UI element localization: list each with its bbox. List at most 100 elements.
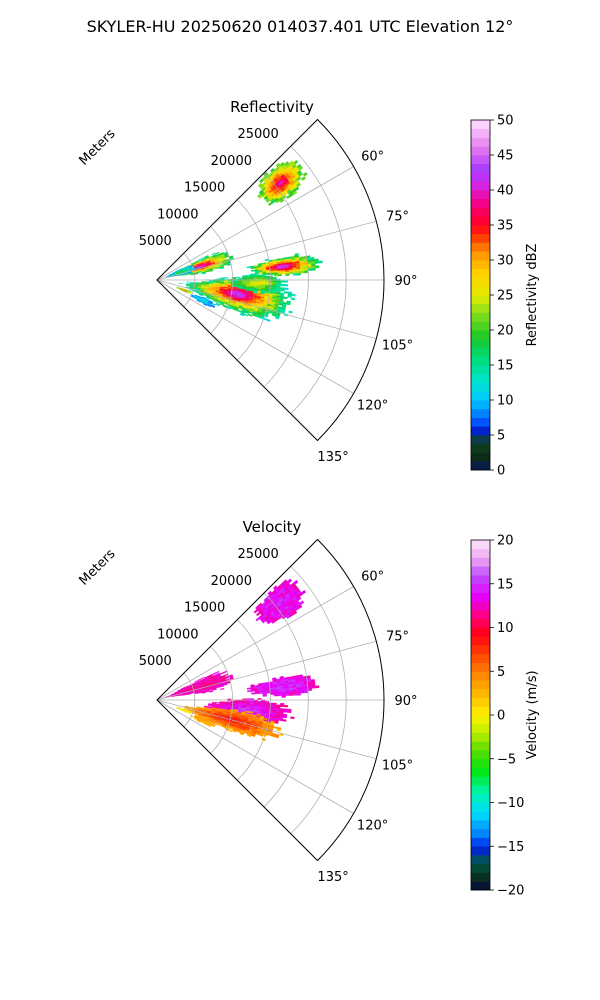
colorbar-bin xyxy=(471,723,490,733)
azimuth-line xyxy=(156,279,354,394)
colorbar-bin xyxy=(471,636,490,646)
colorbar-bin xyxy=(471,540,490,550)
colorbar-bin xyxy=(471,286,490,296)
colorbar-bin xyxy=(471,548,490,558)
colorbar-tick-label: 5 xyxy=(497,665,505,680)
colorbar-bin xyxy=(471,295,490,305)
colorbar-bin xyxy=(471,645,490,655)
range-tick-label: 10000 xyxy=(157,628,198,643)
angle-tick-label: 75° xyxy=(386,630,409,645)
colorbar-tick-label: 45 xyxy=(497,149,514,164)
colorbar-bin xyxy=(471,365,490,375)
colorbar-tick-label: 0 xyxy=(497,709,505,724)
colorbar-bin xyxy=(471,566,490,576)
colorbar-bin xyxy=(471,146,490,156)
colorbar-bin xyxy=(471,662,490,672)
range-tick-label: 25000 xyxy=(237,127,278,142)
colorbar-bin xyxy=(471,356,490,366)
angle-tick-label: 135° xyxy=(317,450,348,465)
colorbar-bin xyxy=(471,382,490,392)
radar-echo-layer xyxy=(165,159,323,322)
colorbar-bin xyxy=(471,260,490,270)
colorbar-bin xyxy=(471,706,490,716)
angle-tick-label: 90° xyxy=(394,274,417,289)
range-tick-label: 15000 xyxy=(184,181,225,196)
colorbar-tick-label: 25 xyxy=(497,289,514,304)
range-tick-label: 20000 xyxy=(211,574,252,589)
colorbar-bin xyxy=(471,828,490,838)
colorbar-bin xyxy=(471,321,490,331)
colorbar-tick-label: 50 xyxy=(497,114,514,129)
angle-tick-label: 60° xyxy=(361,570,384,585)
colorbar-bin xyxy=(471,373,490,383)
colorbar-bin xyxy=(471,601,490,611)
colorbar-bin xyxy=(471,802,490,812)
echo-cell xyxy=(190,714,217,728)
angle-tick-label: 120° xyxy=(357,819,388,834)
colorbar-bin xyxy=(471,338,490,348)
colorbar-bin xyxy=(471,408,490,418)
colorbar-bin xyxy=(471,767,490,777)
colorbar-tick-label: −5 xyxy=(497,752,516,767)
azimuth-line xyxy=(156,586,354,701)
colorbar-tick-label: 10 xyxy=(497,621,514,636)
colorbar-bin xyxy=(471,837,490,847)
colorbar-bin xyxy=(471,120,490,130)
colorbar-bin xyxy=(471,426,490,436)
colorbar-tick-label: −15 xyxy=(497,840,524,855)
colorbar-tick-label: 20 xyxy=(497,534,514,549)
echo-cell xyxy=(230,273,289,295)
colorbar-tick-label: 15 xyxy=(497,577,514,592)
colorbar-tick-label: 30 xyxy=(497,254,514,269)
echo-cell xyxy=(190,294,216,309)
echo-cell xyxy=(257,159,308,206)
colorbar-bin xyxy=(471,181,490,191)
colorbar-bin xyxy=(471,610,490,620)
colorbar-bin xyxy=(471,225,490,235)
range-tick-label: 15000 xyxy=(184,601,225,616)
colorbar-bin xyxy=(471,172,490,182)
colorbar-tick-label: 40 xyxy=(497,184,514,199)
colorbar-tick-label: −20 xyxy=(497,884,524,899)
colorbar-bin xyxy=(471,277,490,287)
colorbar-bin xyxy=(471,741,490,751)
azimuth-line xyxy=(156,640,377,701)
panel-title: Reflectivity xyxy=(230,98,314,116)
colorbar-bin xyxy=(471,575,490,585)
colorbar-bin xyxy=(471,137,490,147)
panel-title: Velocity xyxy=(243,518,302,536)
echo-cell xyxy=(253,578,307,625)
colorbar-bin xyxy=(471,303,490,313)
echo-cell xyxy=(176,706,192,714)
angle-tick-label: 105° xyxy=(382,758,413,773)
colorbar-bin xyxy=(471,758,490,768)
colorbar-tick-label: 5 xyxy=(497,429,505,444)
azimuth-line xyxy=(156,166,354,281)
colorbar-bin xyxy=(471,776,490,786)
azimuth-line xyxy=(156,699,354,814)
colorbar-bin xyxy=(471,785,490,795)
sector-frame xyxy=(156,538,385,862)
colorbar-tick-label: 10 xyxy=(497,394,514,409)
range-tick-label: 20000 xyxy=(211,154,252,169)
colorbar-bin xyxy=(471,592,490,602)
colorbar-bin xyxy=(471,242,490,252)
colorbar-bin xyxy=(471,400,490,410)
colorbar-bin xyxy=(471,872,490,882)
range-tick-label: 25000 xyxy=(237,547,278,562)
colorbar-bin xyxy=(471,391,490,401)
colorbar-bin xyxy=(471,190,490,200)
colorbar-bin xyxy=(471,347,490,357)
echo-cell xyxy=(246,674,320,698)
colorbar-bin xyxy=(471,216,490,226)
angle-tick-label: 135° xyxy=(317,870,348,885)
colorbar-bin xyxy=(471,452,490,462)
range-axis-label: Meters xyxy=(77,126,119,168)
colorbar-bin xyxy=(471,793,490,803)
colorbar-bin xyxy=(471,820,490,830)
colorbar-bin xyxy=(471,627,490,637)
colorbar-tick-label: 35 xyxy=(497,219,514,234)
reflectivity-panel: Reflectivity60°75°90°105°120°135°5000100… xyxy=(77,98,540,479)
colorbar-bin xyxy=(471,732,490,742)
